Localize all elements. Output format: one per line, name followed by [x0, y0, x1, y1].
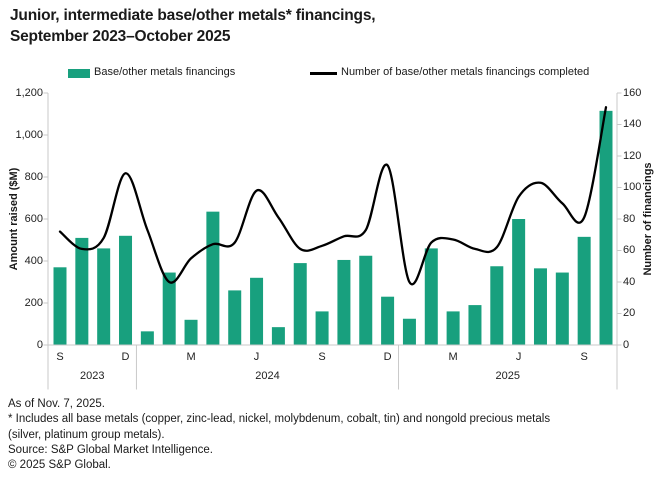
month-tick-label: D [383, 351, 392, 363]
page-title-line2: September 2023–October 2025 [10, 27, 231, 45]
legend-line-swatch [310, 72, 337, 75]
month-tick-label: M [448, 351, 458, 363]
bar-nov-2024 [359, 255, 373, 345]
right-axis-tick-label: 160 [623, 86, 642, 99]
bar-oct-2025 [599, 110, 613, 345]
bar-apr-2024 [206, 211, 220, 345]
bar-oct-2024 [337, 259, 351, 345]
bar-feb-2025 [424, 248, 438, 345]
year-label: 2024 [255, 370, 280, 382]
bar-dec-2023 [119, 235, 133, 345]
page-title-line1: Junior, intermediate base/other metals* … [10, 7, 376, 24]
left-axis-tick-label: 800 [24, 170, 43, 183]
month-tick-label: D [121, 351, 130, 363]
bar-aug-2025 [555, 272, 569, 345]
left-axis-tick-label: 1,200 [15, 86, 43, 99]
footer: As of Nov. 7, 2025. * Includes all base … [8, 397, 550, 473]
bar-feb-2024 [162, 272, 176, 345]
bar-sep-2025 [577, 236, 591, 345]
right-axis-title: Number of financings [642, 162, 654, 276]
bar-mar-2025 [446, 311, 460, 345]
bar-sep-2024 [315, 311, 329, 345]
financings-completed-line [58, 106, 608, 286]
right-axis-tick-label: 80 [623, 212, 636, 225]
footer-copyright: © 2025 S&P Global. [8, 459, 111, 472]
left-axis-tick-label: 400 [24, 254, 43, 267]
year-label: 2023 [79, 370, 105, 382]
right-axis-tick-label: 60 [623, 244, 636, 256]
right-axis-tick-label: 140 [623, 118, 642, 130]
right-axis-tick-label: 120 [623, 149, 642, 162]
month-tick-label: J [515, 351, 522, 363]
bar-mar-2024 [184, 319, 198, 345]
right-axis-tick-label: 0 [623, 338, 630, 351]
footer-as-of: As of Nov. 7, 2025. [8, 398, 105, 410]
footer-footnote-line1: * Includes all base metals (copper, zinc… [8, 413, 551, 426]
bar-sep-2023 [53, 267, 67, 345]
left-axis-tick-label: 0 [36, 338, 43, 351]
bar-jan-2024 [140, 331, 154, 345]
page-title: Junior, intermediate base/other metals* … [10, 6, 376, 47]
right-axis-tick-label: 20 [623, 307, 636, 319]
right-axis-tick-label: 100 [623, 181, 642, 193]
bar-jul-2025 [533, 268, 547, 345]
legend-line-label: Number of base/other metals financings c… [341, 66, 590, 78]
footer-source: Source: S&P Global Market Intelligence. [8, 443, 213, 456]
bar-jul-2024 [271, 327, 285, 345]
footer-footnote-line2: (silver, platinum group metals). [8, 428, 165, 441]
month-tick-label: S [580, 351, 588, 363]
left-axis-tick-label: 600 [24, 212, 43, 225]
bar-apr-2025 [468, 305, 482, 345]
bar-may-2025 [490, 266, 504, 345]
left-axis-tick-label: 200 [24, 296, 43, 309]
month-tick-label: S [56, 351, 64, 363]
month-tick-label: S [318, 351, 326, 363]
month-tick-label: J [253, 351, 260, 363]
legend-bar-label: Base/other metals financings [94, 66, 236, 78]
right-axis-tick-label: 40 [623, 275, 636, 288]
left-axis-tick-label: 1,000 [15, 128, 43, 141]
month-tick-label: M [186, 351, 196, 363]
bar-may-2024 [228, 290, 242, 345]
bar-aug-2024 [293, 263, 307, 345]
bar-jun-2025 [512, 219, 526, 345]
bar-oct-2023 [75, 237, 89, 345]
bar-nov-2023 [97, 248, 111, 345]
bar-jun-2024 [250, 277, 264, 345]
bar-jan-2025 [402, 318, 416, 345]
year-label: 2025 [495, 370, 520, 382]
legend-bar-swatch [68, 69, 90, 78]
bar-dec-2024 [381, 296, 395, 345]
left-axis-title: Amount raised ($M) [8, 167, 20, 271]
